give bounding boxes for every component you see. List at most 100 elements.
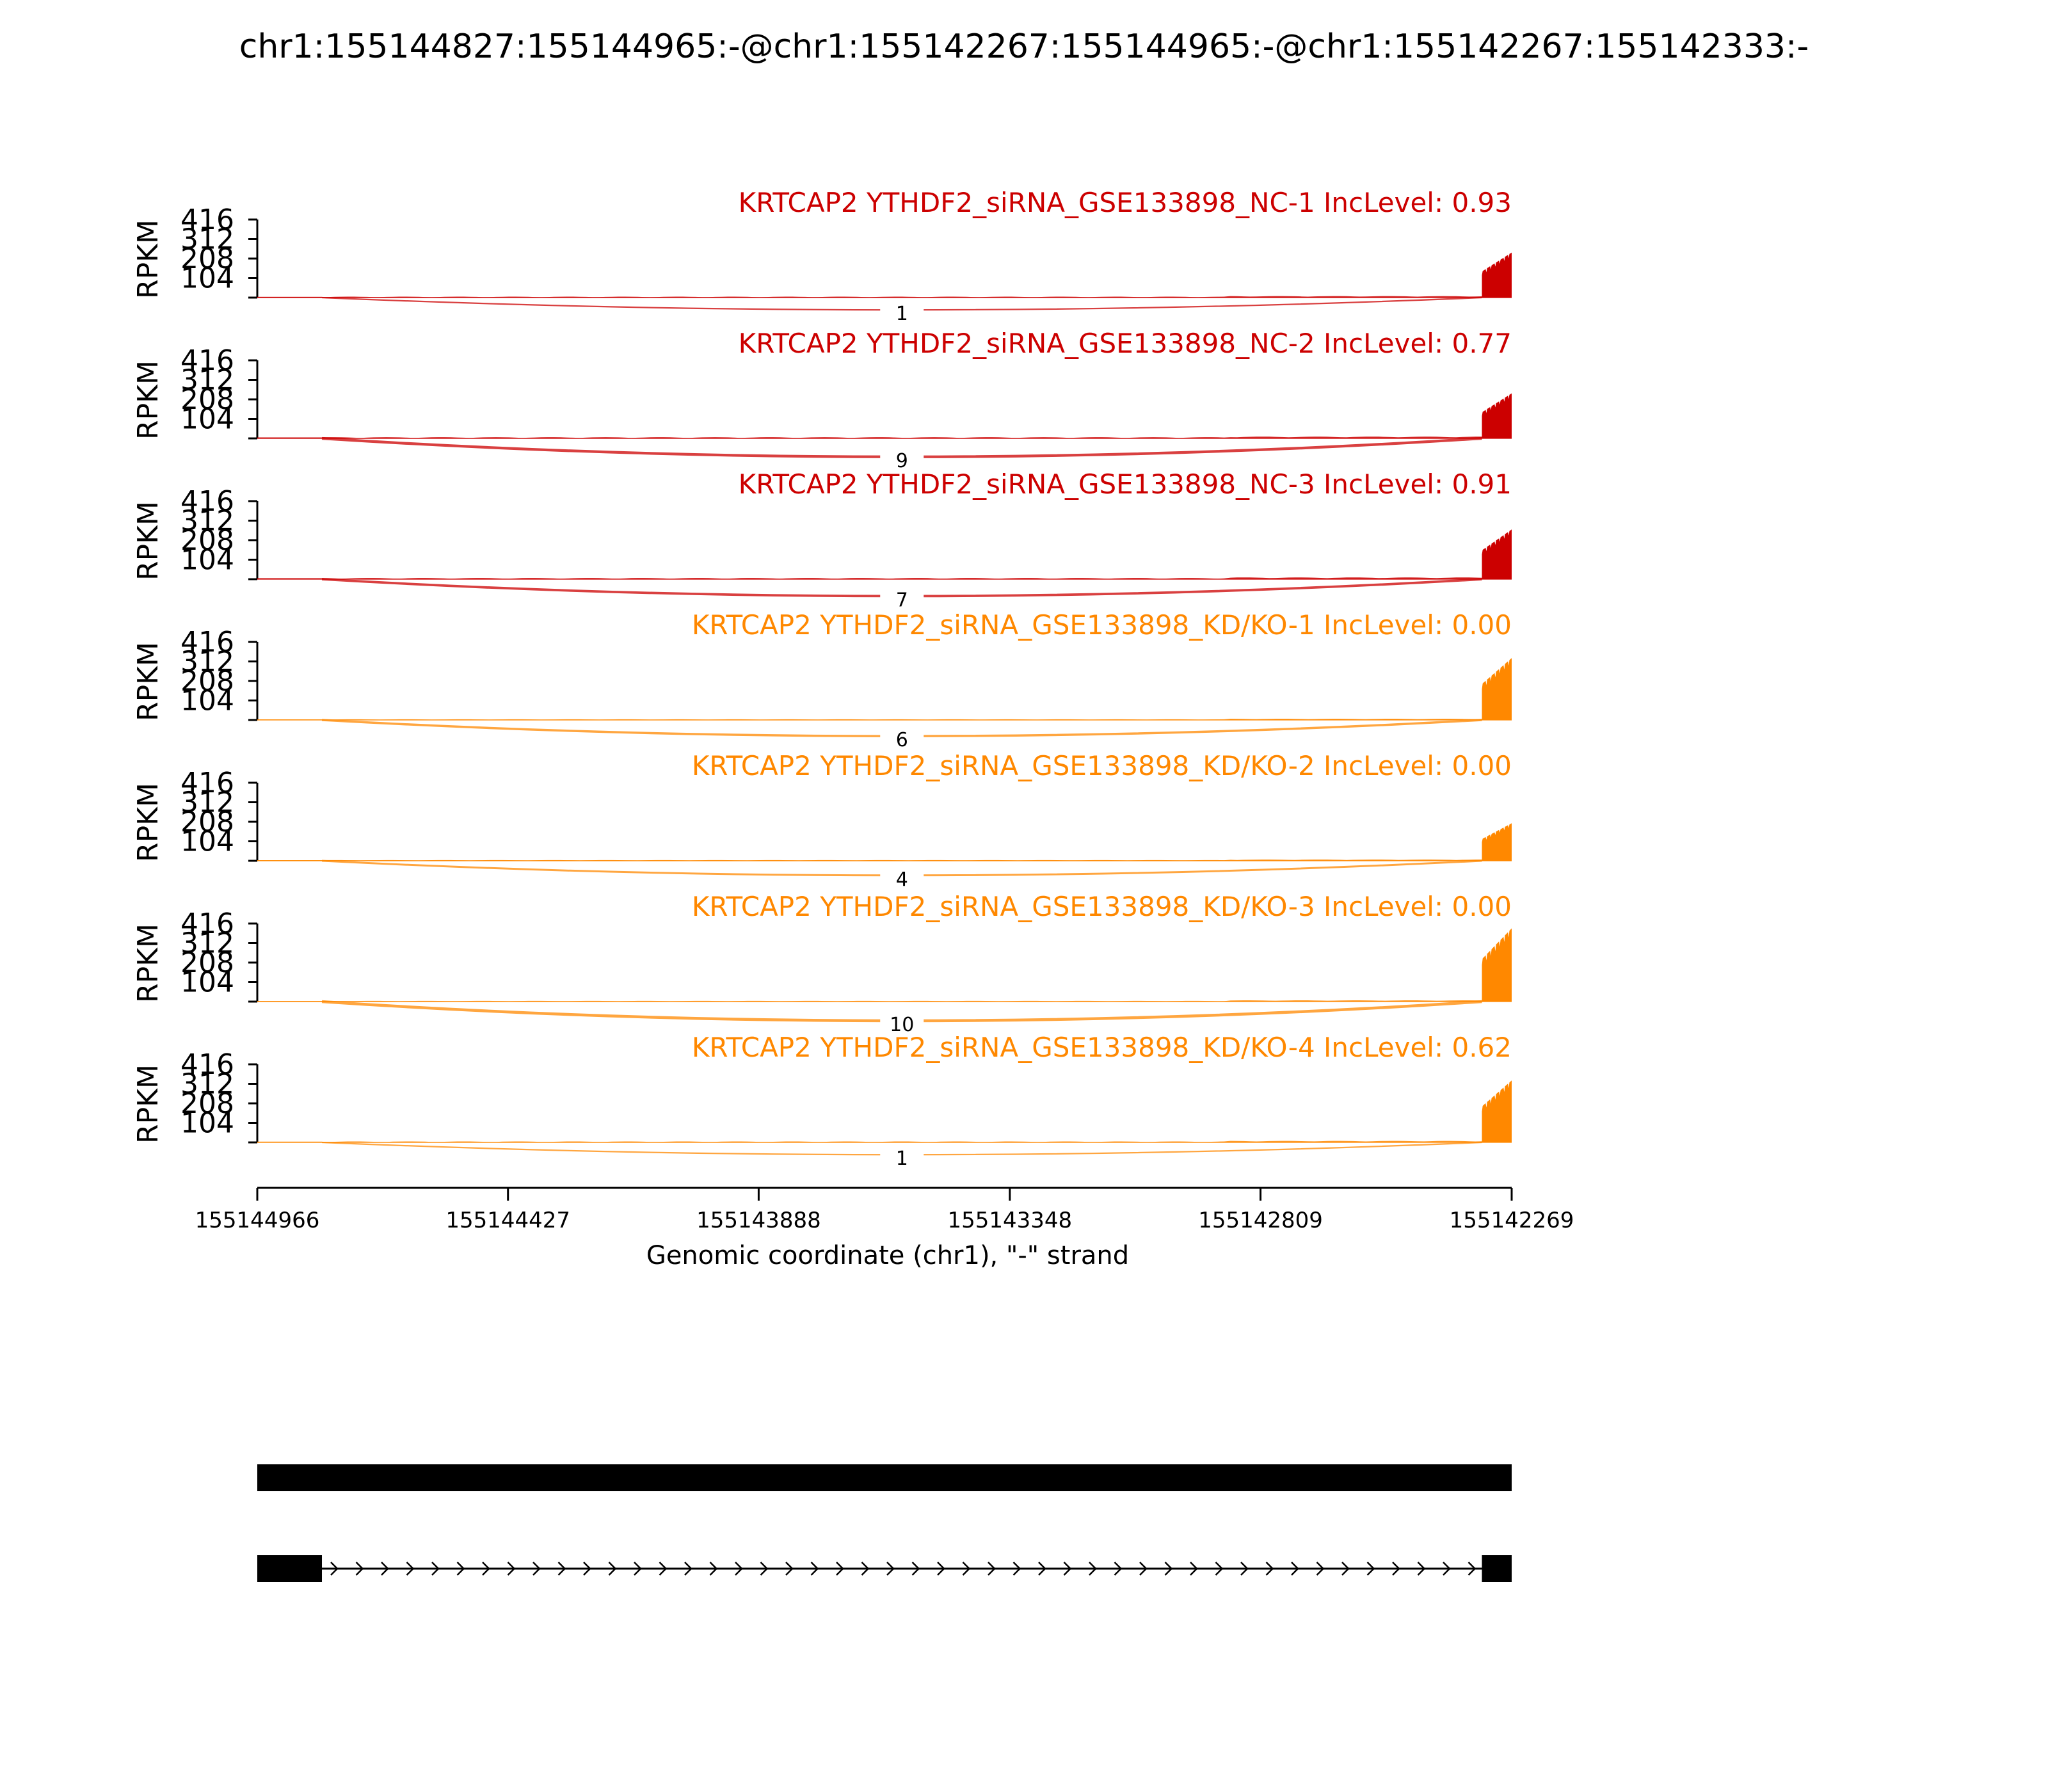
coverage-right-exon	[1482, 393, 1512, 438]
y-tick-label: 416	[180, 485, 234, 518]
junction-label-bg	[880, 730, 924, 753]
y-tick-label: 416	[180, 767, 234, 799]
sample-title: KRTCAP2 YTHDF2_siRNA_GSE133898_NC-2 IncL…	[739, 328, 1512, 359]
y-axis-label: RPKM	[132, 642, 164, 721]
junction-count-label: 7	[896, 589, 908, 611]
coverage-intron	[322, 719, 1482, 720]
y-tick-label: 104	[180, 544, 234, 577]
strand-arrow	[1114, 1562, 1123, 1576]
coverage-left-exon	[257, 860, 323, 861]
coverage-left-exon	[257, 1001, 323, 1002]
strand-arrow	[1443, 1562, 1451, 1576]
coverage-intron	[322, 436, 1482, 438]
coverage-right-exon	[1482, 928, 1512, 1002]
sample-title: KRTCAP2 YTHDF2_siRNA_GSE133898_KD/KO-2 I…	[692, 750, 1512, 781]
transcript-bar	[257, 1464, 1512, 1491]
y-tick-label: 104	[180, 1107, 234, 1140]
y-tick-label: 312	[180, 787, 234, 819]
x-tick-label: 155142809	[1198, 1208, 1323, 1233]
strand-arrow	[1291, 1562, 1299, 1576]
junction-label-bg	[880, 1014, 924, 1037]
junction-count-label: 1	[896, 1148, 908, 1170]
strand-arrow	[1366, 1562, 1375, 1576]
strand-arrow	[1417, 1562, 1426, 1576]
exon-right	[1482, 1555, 1512, 1582]
y-tick-label: 208	[180, 947, 234, 979]
y-axis-label: RPKM	[132, 501, 164, 580]
y-axis-label: RPKM	[132, 360, 164, 440]
strand-arrow	[1089, 1562, 1097, 1576]
strand-arrow	[684, 1562, 692, 1576]
y-tick-label: 312	[180, 364, 234, 397]
x-tick-label: 155144966	[195, 1208, 320, 1233]
strand-arrow	[1215, 1562, 1224, 1576]
strand-arrow	[1139, 1562, 1148, 1576]
strand-arrow	[911, 1562, 920, 1576]
strand-arrow	[1316, 1562, 1325, 1576]
junction-count-label: 1	[896, 303, 908, 325]
junction-label-bg	[880, 868, 924, 892]
y-tick-label: 416	[180, 1048, 234, 1081]
strand-arrow	[1164, 1562, 1173, 1576]
strand-arrow	[608, 1562, 617, 1576]
y-tick-label: 416	[180, 908, 234, 940]
strand-arrow	[810, 1562, 819, 1576]
strand-arrow	[634, 1562, 642, 1576]
y-tick-label: 312	[180, 505, 234, 538]
strand-arrow	[1392, 1562, 1400, 1576]
gene-model	[257, 1464, 1512, 1582]
strand-arrow	[1468, 1562, 1476, 1576]
x-tick-label: 155142269	[1450, 1208, 1574, 1233]
strand-arrow	[1063, 1562, 1072, 1576]
coverage-intron	[322, 860, 1482, 861]
strand-arrow	[1012, 1562, 1021, 1576]
coverage-right-exon	[1482, 252, 1512, 298]
exon-left	[257, 1555, 323, 1582]
strand-arrow	[557, 1562, 566, 1576]
y-tick-label: 416	[180, 204, 234, 236]
coverage-intron	[322, 1000, 1482, 1002]
junction-label-bg	[880, 303, 924, 327]
x-axis: 155144966 155144427 155143888 155143348 1551…	[195, 1187, 1574, 1233]
strand-arrow	[785, 1562, 794, 1576]
sample-title: KRTCAP2 YTHDF2_siRNA_GSE133898_NC-1 IncL…	[739, 187, 1512, 218]
y-tick-label: 104	[180, 966, 234, 999]
coverage-right-exon	[1482, 658, 1512, 720]
y-tick-label: 416	[180, 626, 234, 659]
strand-arrow	[583, 1562, 591, 1576]
strand-arrow	[962, 1562, 971, 1576]
junction-count-label: 4	[896, 868, 908, 891]
strand-arrow	[709, 1562, 718, 1576]
strand-arrow	[861, 1562, 870, 1576]
strand-arrow	[406, 1562, 415, 1576]
y-tick-label: 416	[180, 344, 234, 377]
strand-arrow	[456, 1562, 465, 1576]
y-tick-label: 312	[180, 223, 234, 256]
sample-title: KRTCAP2 YTHDF2_siRNA_GSE133898_KD/KO-3 I…	[692, 891, 1512, 922]
coverage-intron	[322, 296, 1482, 298]
junction-label-bg	[880, 589, 924, 613]
x-axis-label: Genomic coordinate (chr1), "-" strand	[646, 1241, 1129, 1270]
y-tick-label: 104	[180, 685, 234, 717]
strand-arrow	[760, 1562, 769, 1576]
x-tick-label: 155144427	[445, 1208, 570, 1233]
strand-arrow	[431, 1562, 440, 1576]
x-tick-label: 155143888	[696, 1208, 821, 1233]
y-axis-label: RPKM	[132, 1064, 164, 1144]
y-tick-label: 208	[180, 383, 234, 416]
coverage-right-exon	[1482, 529, 1512, 579]
coverage-right-exon	[1482, 823, 1512, 861]
coverage-intron	[322, 1140, 1482, 1142]
y-tick-label: 312	[180, 927, 234, 960]
strand-arrow	[1240, 1562, 1249, 1576]
strand-arrow	[1265, 1562, 1274, 1576]
strand-arrow	[659, 1562, 668, 1576]
junction-label-bg	[880, 1148, 924, 1172]
y-tick-label: 312	[180, 1068, 234, 1101]
